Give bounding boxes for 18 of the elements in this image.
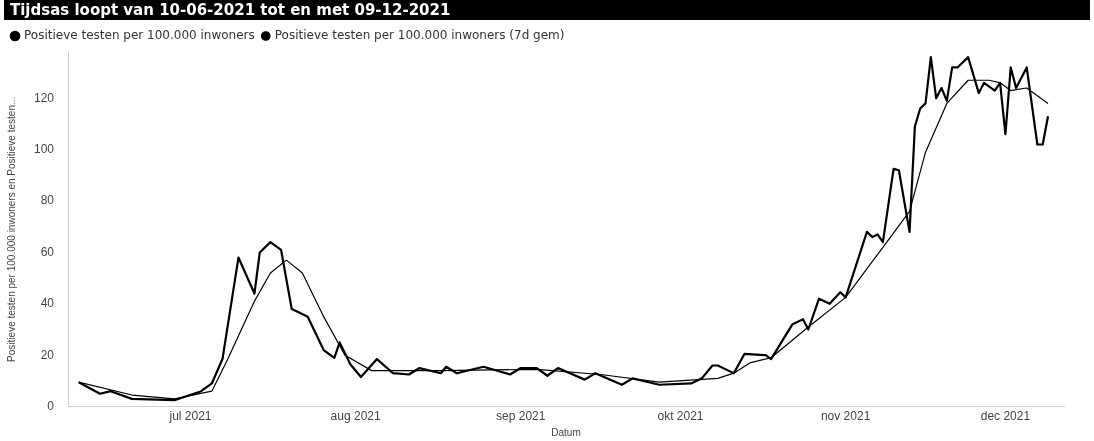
y-tick-label: 60 (40, 244, 55, 259)
y-tick-label: 40 (40, 296, 55, 311)
y-tick-label: 0 (47, 398, 55, 413)
x-tick-label: jul 2021 (168, 409, 212, 424)
x-tick-label: nov 2021 (820, 409, 871, 424)
legend-label: Positieve testen per 100.000 inwoners (7d gem) (274, 28, 565, 43)
x-axis-title: Datum (551, 426, 581, 438)
legend-label: Positieve testen per 100.000 inwoners (24, 28, 255, 43)
y-tick-label: 120 (33, 90, 55, 105)
y-tick-label: 20 (40, 347, 55, 362)
x-tick-label: sep 2021 (496, 409, 546, 424)
y-tick-label: 100 (33, 141, 55, 156)
x-tick-label: dec 2021 (980, 409, 1031, 424)
y-axis-title: Positieve testen per 100.000 inwoners en Positieve testen... (5, 96, 17, 362)
chart-title: Tijdsas loopt van 10-06-2021 tot en met 09-12-2021 (4, 0, 1090, 20)
x-tick-label: okt 2021 (657, 409, 704, 424)
x-tick-label: aug 2021 (330, 409, 381, 424)
y-tick-label: 80 (40, 193, 55, 208)
